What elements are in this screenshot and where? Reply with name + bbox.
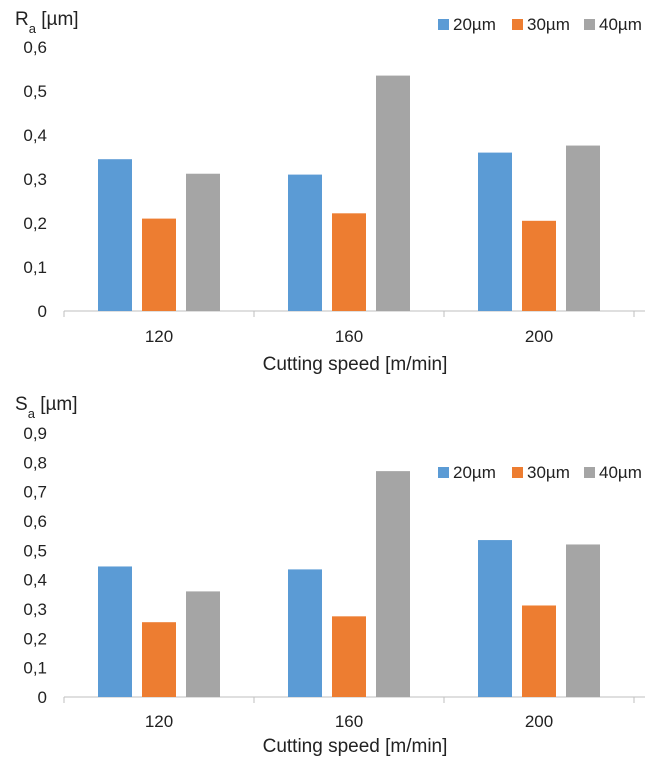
bar-20µm-160	[288, 569, 322, 697]
bar-40µm-200	[566, 145, 600, 311]
bar-40µm-160	[376, 471, 410, 697]
x-tick-label: 160	[335, 712, 363, 731]
x-tick-label: 200	[525, 327, 553, 346]
y-tick-label: 0,5	[23, 82, 47, 101]
bar-30µm-160	[332, 616, 366, 697]
legend-swatch-40µm	[584, 19, 595, 30]
bar-40µm-160	[376, 75, 410, 311]
y-tick-label: 0,3	[23, 600, 47, 619]
y-axis-label: Sa [µm]	[15, 394, 78, 421]
x-axis-label: Cutting speed [m/min]	[263, 736, 448, 757]
bar-30µm-120	[142, 622, 176, 697]
bar-40µm-200	[566, 544, 600, 697]
y-tick-label: 0,2	[23, 629, 47, 648]
y-tick-label: 0,6	[23, 512, 47, 531]
legend-label-40µm: 40µm	[599, 15, 642, 34]
legend-label-20µm: 20µm	[453, 463, 496, 482]
legend-label-20µm: 20µm	[453, 15, 496, 34]
y-tick-label: 0,4	[23, 126, 47, 145]
legend-swatch-30µm	[512, 19, 523, 30]
x-tick-label: 120	[145, 327, 173, 346]
x-tick-label: 160	[335, 327, 363, 346]
x-axis-label: Cutting speed [m/min]	[263, 354, 448, 375]
bar-40µm-120	[186, 173, 220, 311]
legend-label-40µm: 40µm	[599, 463, 642, 482]
y-tick-label: 0	[38, 302, 47, 321]
bar-40µm-120	[186, 591, 220, 697]
y-tick-label: 0,5	[23, 541, 47, 560]
bar-20µm-120	[98, 566, 132, 697]
bar-20µm-200	[478, 540, 512, 697]
bar-20µm-160	[288, 174, 322, 311]
y-tick-label: 0,1	[23, 258, 47, 277]
y-axis-label: Ra [µm]	[15, 9, 79, 36]
y-tick-label: 0,8	[23, 453, 47, 472]
bar-30µm-200	[522, 605, 556, 697]
y-tick-label: 0,1	[23, 659, 47, 678]
bar-20µm-120	[98, 159, 132, 311]
legend-swatch-40µm	[584, 467, 595, 478]
y-tick-label: 0,7	[23, 483, 47, 502]
legend-swatch-30µm	[512, 467, 523, 478]
bar-30µm-160	[332, 213, 366, 311]
bar-20µm-200	[478, 152, 512, 311]
y-tick-label: 0,3	[23, 170, 47, 189]
y-tick-label: 0,2	[23, 214, 47, 233]
y-tick-label: 0,9	[23, 424, 47, 443]
legend-label-30µm: 30µm	[527, 463, 570, 482]
y-tick-label: 0,4	[23, 571, 47, 590]
legend-swatch-20µm	[438, 19, 449, 30]
legend-swatch-20µm	[438, 467, 449, 478]
x-tick-label: 120	[145, 712, 173, 731]
y-tick-label: 0,6	[23, 38, 47, 57]
x-tick-label: 200	[525, 712, 553, 731]
legend-label-30µm: 30µm	[527, 15, 570, 34]
y-tick-label: 0	[38, 688, 47, 707]
bar-30µm-120	[142, 218, 176, 311]
bar-30µm-200	[522, 220, 556, 311]
